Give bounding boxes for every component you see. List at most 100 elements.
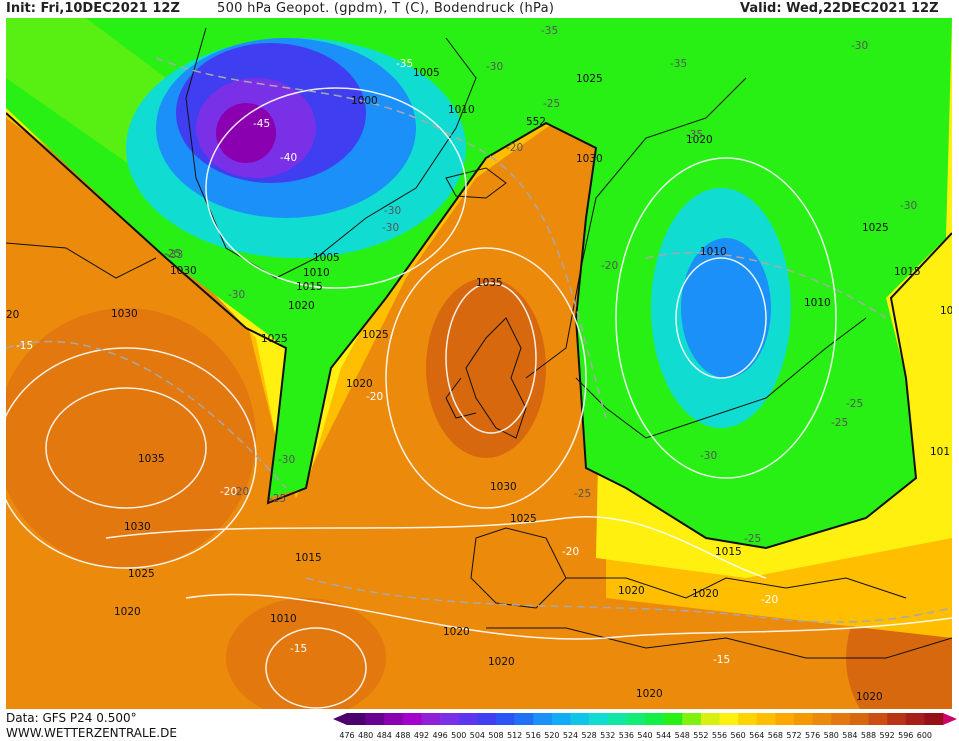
temperature-label: -30 — [700, 450, 717, 462]
temperature-label: -30 — [384, 205, 401, 217]
temperature-label: -20 — [506, 142, 523, 154]
pressure-label: 1030 — [576, 153, 603, 165]
pressure-label: 1020 — [856, 691, 883, 703]
cold-trough-blue-east — [681, 238, 771, 378]
pressure-label: 1025 — [362, 329, 389, 341]
pressure-labels: 1005 1000 1010 1025 1030 1020 1030 1005 … — [6, 67, 952, 703]
pressure-label: 1015 — [296, 281, 323, 293]
scale-swatch — [384, 713, 404, 725]
temperature-label: -20 — [220, 486, 237, 498]
scale-label: 600 — [917, 731, 932, 740]
isobar-high-uk-outer — [385, 247, 587, 509]
pressure-label: 1025 — [510, 513, 537, 525]
pressure-label: 1010 — [303, 267, 330, 279]
scale-swatch — [551, 713, 571, 725]
temperature-label: -25 — [831, 417, 848, 429]
pressure-label: 1030 — [124, 521, 151, 533]
temperature-label: -20 — [761, 594, 778, 606]
temperature-label: -25 — [744, 533, 761, 545]
scale-label: 588 — [861, 731, 876, 740]
temperature-label: -20 — [366, 391, 383, 403]
temperature-label: -25 — [164, 248, 181, 260]
scale-label: 508 — [488, 731, 503, 740]
scale-label: 512 — [507, 731, 522, 740]
pressure-label: 1010 — [700, 246, 727, 258]
scale-swatch — [570, 713, 590, 725]
isobar-line-south — [185, 593, 952, 640]
pressure-label: 10 — [940, 305, 952, 317]
scale-swatch — [924, 713, 944, 725]
pressure-label: 20 — [6, 309, 19, 321]
temperature-label: -30 — [382, 222, 399, 234]
pressure-label: 1010 — [448, 104, 475, 116]
scale-swatch — [663, 713, 683, 725]
isobar-line-mid — [105, 516, 767, 579]
isotherm-east — [645, 251, 887, 319]
temperature-label: -15 — [290, 643, 307, 655]
temperature-label: -30 — [486, 61, 503, 73]
coast-iceland — [445, 167, 507, 199]
coast-uk-ireland — [445, 317, 527, 439]
temperature-labels: -35 -30 -25 -25 -45 -40 -35 -30 -30 -25 … — [16, 25, 917, 666]
scale-label: 488 — [395, 731, 410, 740]
scale-swatch — [682, 713, 702, 725]
scale-swatch — [700, 713, 720, 725]
scale-swatch — [421, 713, 441, 725]
scale-swatch — [514, 713, 534, 725]
scale-label: 564 — [749, 731, 764, 740]
temperature-label: -25 — [846, 398, 863, 410]
scale-label: 528 — [581, 731, 596, 740]
scale-swatch — [849, 713, 869, 725]
scale-label: 544 — [656, 731, 671, 740]
scale-swatch — [402, 713, 422, 725]
scale-label: 580 — [824, 731, 839, 740]
init-time: Init: Fri,10DEC2021 12Z — [6, 1, 180, 16]
isobar-low-east-outer — [615, 157, 837, 479]
coast-greenland — [185, 27, 477, 279]
temperature-label: -25 — [269, 493, 286, 505]
temperature-label: -25 — [574, 488, 591, 500]
weather-map: 1005 1000 1010 1025 1030 1020 1030 1005 … — [6, 18, 952, 709]
coast-labrador — [6, 242, 157, 279]
temperature-label: -40 — [280, 152, 297, 164]
scale-swatch — [365, 713, 385, 725]
pressure-label: 1020 — [636, 688, 663, 700]
pressure-label: 1005 — [313, 252, 340, 264]
scale-swatch — [533, 713, 553, 725]
pressure-label: 1030 — [490, 481, 517, 493]
pressure-label: 1025 — [862, 222, 889, 234]
temperature-label: -20 — [232, 486, 249, 498]
temperature-label: -30 — [851, 40, 868, 52]
temperature-label: -15 — [713, 654, 730, 666]
coast-iberia — [470, 527, 567, 609]
isotherms — [6, 57, 952, 623]
scale-swatch — [719, 713, 739, 725]
coast-north-africa — [486, 627, 952, 659]
pressure-label: 1030 — [111, 308, 138, 320]
scale-swatch — [738, 713, 758, 725]
scale-label: 504 — [470, 731, 485, 740]
scale-label: 576 — [805, 731, 820, 740]
scale-swatch — [868, 713, 888, 725]
data-source: Data: GFS P24 0.500° — [6, 711, 137, 725]
scale-label: 596 — [898, 731, 913, 740]
scale-label: 476 — [339, 731, 354, 740]
coast-mediterranean — [566, 577, 907, 599]
temperature-label: -30 — [900, 200, 917, 212]
pressure-label: 1015 — [295, 552, 322, 564]
temperature-label: -35 — [686, 129, 703, 141]
scale-label: 484 — [377, 731, 392, 740]
footer-credits: Data: GFS P24 0.500° WWW.WETTERZENTRALE.… — [6, 711, 177, 741]
temperature-label: -30 — [278, 454, 295, 466]
pressure-label: 1020 — [443, 626, 470, 638]
scale-label: 572 — [786, 731, 801, 740]
coast-baltic-europe — [575, 317, 867, 439]
scale-swatch — [589, 713, 609, 725]
scale-swatch — [831, 713, 851, 725]
pressure-label: 1025 — [128, 568, 155, 580]
scale-labels: 476 480 484 488 492 496 500 504 508 512 516 520 524 5… — [339, 731, 932, 740]
color-scale: 476 480 484 488 492 496 500 504 508 512 516 520 524 5… — [333, 713, 957, 740]
coastlines — [6, 27, 952, 659]
scale-swatch — [756, 713, 776, 725]
scale-arrow-right — [943, 713, 957, 725]
